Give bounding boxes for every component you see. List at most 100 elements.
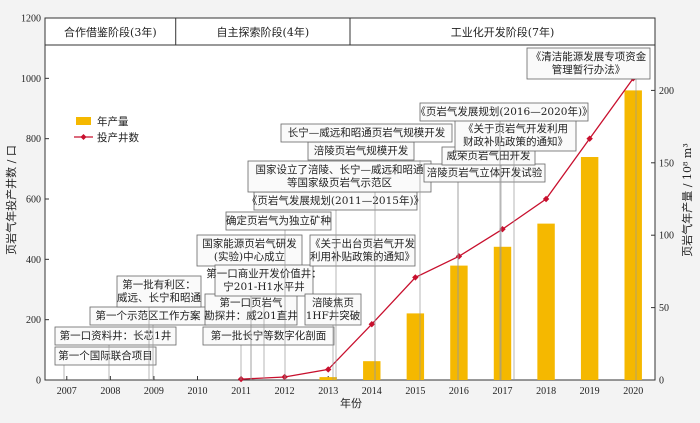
annotation-text: 《关于页岩气开发利用 [463, 122, 568, 135]
bar-2014 [363, 361, 381, 380]
annotation-text: 利用补贴政策的通知》 [310, 250, 415, 263]
wells-line [241, 77, 634, 380]
annotation-text: 第一口资料井：长芯1井 [60, 329, 172, 342]
bar-2018 [537, 223, 555, 380]
annotation-frame [196, 234, 303, 267]
annotation-text: 第一个国际联合项目 [58, 349, 153, 362]
annotation-text: 第一批长宁等数字化剖面 [211, 329, 327, 342]
y-left-tick-label: 0 [36, 376, 41, 387]
annotation-text: 涪陵焦页 [312, 296, 354, 309]
annotation-text: 《页岩气发展规划(2016—2020年)》 [415, 105, 592, 118]
x-tick-label: 2008 [100, 386, 120, 397]
point-2013 [325, 366, 332, 373]
annotation-text: 威荣页岩气田开发 [447, 149, 531, 162]
x-tick-label: 2012 [275, 386, 295, 397]
stage-label: 合作借鉴阶段(3年) [64, 25, 157, 39]
y-right-tick-label: 150 [659, 158, 674, 169]
y-right-tick-label: 0 [659, 376, 664, 387]
y-left-tick-label: 600 [26, 195, 41, 206]
point-2014 [368, 320, 375, 328]
point-2012 [281, 373, 288, 381]
annotation-text: 等国家级页岩气示范区 [287, 176, 392, 189]
annotation-text: 《页岩气发展规划(2011—2015年)》 [247, 194, 424, 207]
x-tick-label: 2010 [188, 386, 208, 397]
x-tick-label: 2018 [536, 386, 556, 397]
annotation-text: 1HF井突破 [306, 309, 361, 322]
annotation-text: 威远、长宁和昭通 [117, 291, 201, 304]
y-left-tick-label: 1200 [21, 14, 41, 25]
annotation-box: 确定页岩气为独立矿种 [225, 211, 332, 380]
annotation-frame [419, 102, 589, 122]
annotation-text: 确定页岩气为独立矿种 [226, 214, 331, 227]
annotation-box: 《页岩气发展规划(2016—2020年)》 [415, 102, 593, 380]
x-tick-label: 2014 [362, 386, 382, 397]
x-tick-label: 2011 [231, 386, 251, 397]
annotation-text: 宁201-H1水平井 [223, 280, 304, 293]
y-right-tick-label: 100 [659, 231, 674, 242]
annotation-text: 《清洁能源发展专项资金 [531, 50, 647, 63]
annotation-text: (实验)中心成立 [214, 250, 285, 263]
annotation-text: 国家能源页岩气研发 [202, 237, 297, 250]
x-tick-label: 2015 [405, 386, 425, 397]
annotation-box: 国家能源页岩气研发(实验)中心成立 [196, 234, 303, 380]
x-tick-label: 2009 [144, 386, 164, 397]
annotation-frame [214, 264, 314, 297]
axes: 0 200 400 600 800 1000 1200 0 50 100 150 200 2007 200… [21, 14, 674, 398]
annotation-frame [309, 234, 416, 267]
stage-label: 自主探索阶段(4年) [217, 25, 310, 39]
annotation-text: 第一批有利区： [122, 278, 196, 291]
annotation-frame [54, 346, 157, 366]
bar-2013 [319, 377, 337, 380]
x-tick-label: 2019 [580, 386, 600, 397]
annotation-frame [54, 326, 177, 346]
bar-2015 [406, 313, 425, 380]
annotation-text: 长宁—威远和昭通页岩气规模开发 [288, 126, 446, 139]
x-tick-label: 2007 [57, 386, 77, 397]
annotation-text: 国家设立了涪陵、长宁—威远和昭通 [256, 163, 424, 176]
x-axis-label: 年份 [340, 396, 362, 410]
annotation-text: 第一口商业开发价值井： [206, 267, 322, 280]
point-2015 [412, 274, 419, 281]
stage-band: 合作借鉴阶段(3年) 自主探索阶段(4年) 工业化开发阶段(7年) [45, 18, 655, 46]
bar-2020 [624, 90, 642, 381]
annotation-text: 第一个示范区工作方案 [96, 309, 201, 322]
annotation-frame [116, 275, 202, 308]
annotation-box: 长宁—威远和昭通页岩气规模开发 [280, 123, 459, 380]
y-axis-left-label: 页岩气年投产井数 / 口 [4, 145, 18, 255]
y-axis-right-label: 页岩气年产量 / 10⁸ m³ [680, 143, 694, 256]
y-right-tick-label: 50 [659, 303, 669, 314]
stage-label: 工业化开发阶段(7年) [451, 25, 555, 39]
bar-2019 [580, 157, 599, 380]
annotation-box: 第一口资料井：长芯1井 [54, 326, 177, 380]
point-2016 [455, 253, 463, 260]
y-left-tick-label: 800 [26, 134, 41, 145]
legend-bar-label: 年产量 [97, 115, 129, 128]
y-left-tick-label: 200 [26, 315, 41, 326]
annotation-box: 第一批长宁等数字化剖面 [202, 326, 335, 380]
annotation-text: 管理暂行办法》 [552, 63, 626, 76]
annotation-box: 第一个示范区工作方案 [89, 306, 207, 380]
point-2018 [542, 195, 550, 203]
y-left-tick-label: 1000 [21, 74, 41, 85]
annotation-frame [247, 160, 432, 193]
annotation-text: 《关于出台页岩气开发 [310, 237, 415, 250]
annotations: 第一个国际联合项目 第一口资料井：长芯1井 第一个示范区工作方案 第一批有利区：威远、… [54, 47, 651, 380]
annotation-frame [225, 211, 332, 231]
annotation-frame [280, 123, 453, 143]
annotation-box: 第一个国际联合项目 [54, 346, 157, 380]
annotation-frame [454, 119, 577, 152]
bar-2017 [493, 246, 512, 380]
legend-line-label: 投产井数 [97, 131, 139, 144]
legend-line-marker [80, 134, 87, 140]
annotation-text: 涪陵页岩气立体开发试验 [427, 166, 543, 179]
point-2019 [586, 135, 593, 142]
annotation-box: 第一口商业开发价值井：宁201-H1水平井 [206, 264, 322, 380]
annotation-box: 威荣页岩气田开发 [441, 146, 536, 380]
annotation-text: 涪陵页岩气规模开发 [314, 144, 409, 157]
